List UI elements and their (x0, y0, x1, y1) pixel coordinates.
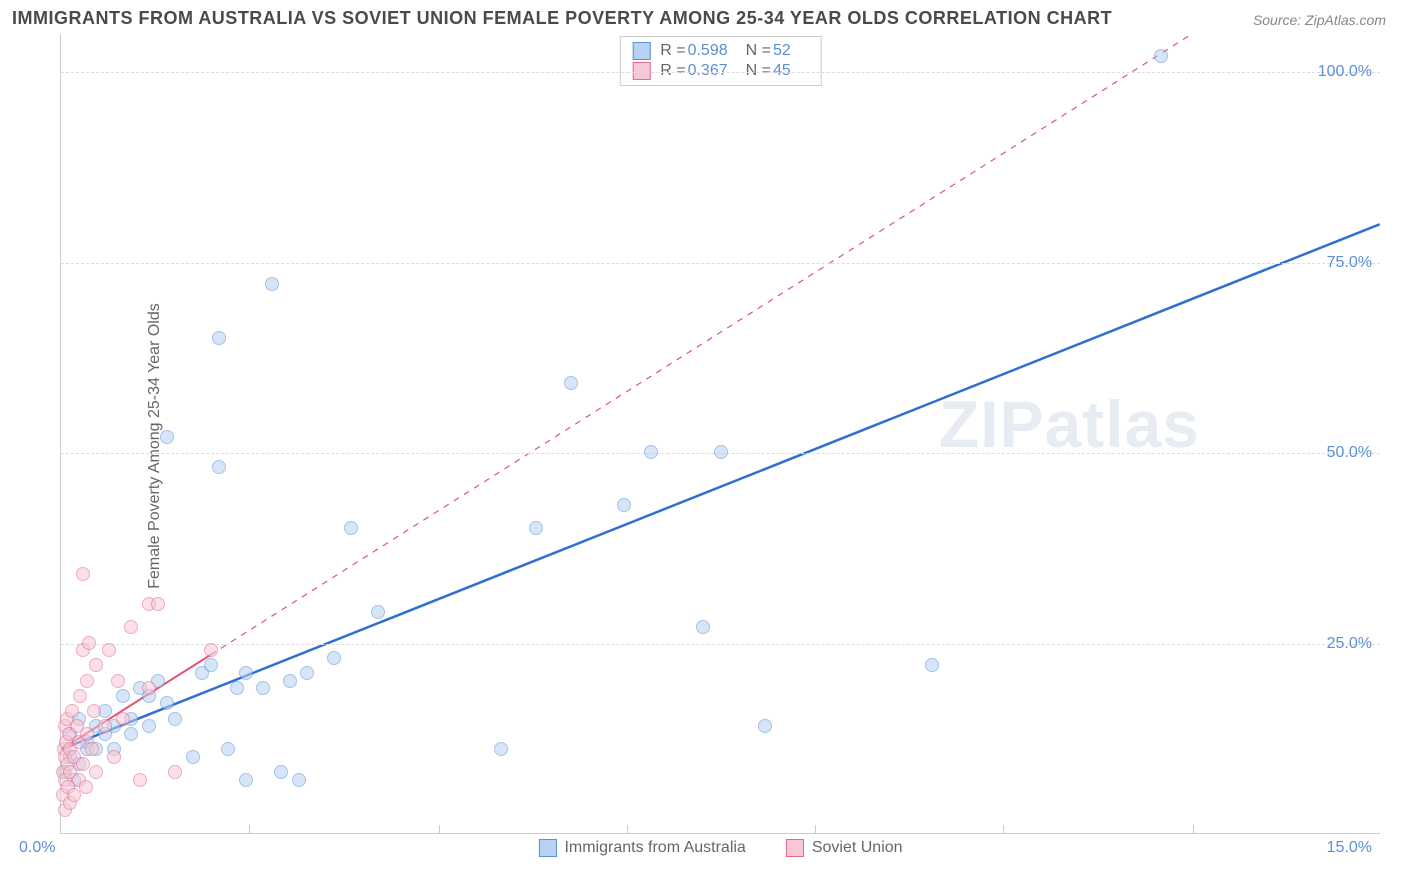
watermark: ZIPatlas (939, 386, 1200, 462)
legend-text: R =0.598N =52 (660, 42, 809, 60)
scatter-point (98, 719, 112, 733)
scatter-point (116, 712, 130, 726)
scatter-point (76, 567, 90, 581)
scatter-point (230, 681, 244, 695)
y-tick-label: 75.0% (1327, 254, 1372, 272)
scatter-point (292, 773, 306, 787)
scatter-point (87, 704, 101, 718)
scatter-point (300, 666, 314, 680)
legend-swatch (538, 839, 556, 857)
scatter-point (65, 704, 79, 718)
scatter-point (142, 681, 156, 695)
x-tick (1003, 825, 1004, 833)
scatter-point (344, 521, 358, 535)
scatter-point (124, 620, 138, 634)
legend-bottom: Immigrants from Australia Soviet Union (538, 839, 902, 857)
scatter-point (371, 605, 385, 619)
scatter-point (79, 780, 93, 794)
scatter-point (265, 277, 279, 291)
scatter-point (142, 719, 156, 733)
source-label: Source: ZipAtlas.com (1253, 12, 1386, 28)
chart-title: IMMIGRANTS FROM AUSTRALIA VS SOVIET UNIO… (12, 8, 1112, 29)
scatter-point (186, 750, 200, 764)
scatter-point (133, 773, 147, 787)
scatter-point (758, 719, 772, 733)
scatter-point (111, 674, 125, 688)
gridline (61, 72, 1380, 73)
x-tick (439, 825, 440, 833)
legend-top: R =0.598N =52 R =0.367N =45 (619, 36, 822, 86)
scatter-point (168, 765, 182, 779)
gridline (61, 263, 1380, 264)
x-tick (815, 825, 816, 833)
x-axis-min-label: 0.0% (19, 839, 55, 857)
trend-lines-svg (61, 34, 1380, 833)
scatter-point (1154, 49, 1168, 63)
legend-bottom-item: Soviet Union (786, 839, 903, 857)
scatter-point (274, 765, 288, 779)
x-tick (627, 825, 628, 833)
plot-area: ZIPatlas R =0.598N =52R =0.367N =45 Immi… (60, 34, 1380, 834)
scatter-point (80, 674, 94, 688)
scatter-point (80, 727, 94, 741)
y-tick-label: 25.0% (1327, 635, 1372, 653)
scatter-point (89, 765, 103, 779)
scatter-point (107, 750, 121, 764)
y-tick-label: 50.0% (1327, 444, 1372, 462)
scatter-point (204, 643, 218, 657)
scatter-point (529, 521, 543, 535)
scatter-point (151, 597, 165, 611)
scatter-point (283, 674, 297, 688)
scatter-point (160, 696, 174, 710)
scatter-point (124, 727, 138, 741)
scatter-point (617, 498, 631, 512)
scatter-point (73, 689, 87, 703)
scatter-point (239, 773, 253, 787)
legend-text: R =0.367N =45 (660, 62, 809, 80)
scatter-point (239, 666, 253, 680)
legend-bottom-item: Immigrants from Australia (538, 839, 745, 857)
scatter-point (168, 712, 182, 726)
gridline (61, 644, 1380, 645)
scatter-point (160, 430, 174, 444)
scatter-point (212, 460, 226, 474)
scatter-point (327, 651, 341, 665)
scatter-point (85, 742, 99, 756)
scatter-point (256, 681, 270, 695)
scatter-point (212, 331, 226, 345)
legend-row: R =0.367N =45 (632, 62, 809, 80)
legend-swatch (632, 62, 650, 80)
scatter-point (644, 445, 658, 459)
scatter-point (714, 445, 728, 459)
x-tick (1193, 825, 1194, 833)
scatter-point (696, 620, 710, 634)
scatter-point (116, 689, 130, 703)
scatter-point (564, 376, 578, 390)
scatter-point (76, 757, 90, 771)
scatter-point (204, 658, 218, 672)
legend-swatch (786, 839, 804, 857)
legend-series-name: Soviet Union (812, 839, 903, 857)
x-tick (249, 825, 250, 833)
y-tick-label: 100.0% (1318, 63, 1372, 81)
scatter-point (102, 643, 116, 657)
scatter-point (89, 658, 103, 672)
legend-swatch (632, 42, 650, 60)
legend-row: R =0.598N =52 (632, 42, 809, 60)
legend-series-name: Immigrants from Australia (564, 839, 745, 857)
scatter-point (221, 742, 235, 756)
scatter-point (925, 658, 939, 672)
scatter-point (494, 742, 508, 756)
x-axis-max-label: 15.0% (1327, 839, 1372, 857)
scatter-point (82, 636, 96, 650)
